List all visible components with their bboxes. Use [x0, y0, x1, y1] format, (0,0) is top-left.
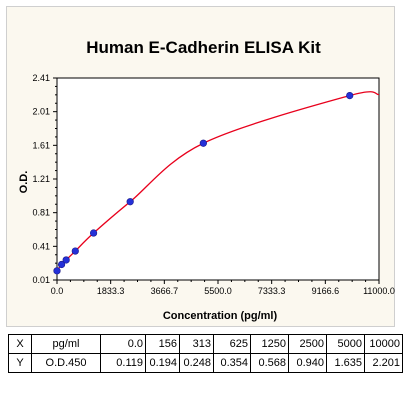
- value-cell: 5000: [326, 334, 365, 354]
- unit-cell: pg/ml: [31, 334, 101, 354]
- value-cell: 0.248: [179, 353, 214, 373]
- value-cell: 625: [213, 334, 251, 354]
- data-point: [71, 247, 79, 255]
- data-point: [53, 267, 61, 275]
- x-axis-label: Concentration (pg/ml): [162, 310, 278, 322]
- y-tick-label: 2.41: [32, 73, 50, 83]
- value-cell: 1.635: [326, 353, 365, 373]
- unit-cell: O.D.450: [31, 353, 101, 373]
- x-tick-label: 9166.6: [312, 286, 340, 296]
- y-tick-label: 2.01: [32, 107, 50, 117]
- x-tick-label: 5500.0: [204, 286, 232, 296]
- value-cell: 313: [179, 334, 214, 354]
- table-row: Y O.D.450 0.119 0.194 0.248 0.354 0.568 0.940 1.…: [8, 353, 403, 373]
- y-tick-label: 0.81: [32, 208, 50, 218]
- value-cell: 0.354: [213, 353, 251, 373]
- row-header-cell: X: [8, 334, 32, 354]
- y-tick-label: 1.21: [32, 174, 50, 184]
- value-cell: 0.940: [288, 353, 327, 373]
- x-tick-label: 3666.7: [151, 286, 179, 296]
- value-cell: 156: [145, 334, 180, 354]
- value-cell: 0.194: [145, 353, 180, 373]
- data-point: [89, 229, 98, 237]
- x-tick-label: 0.0: [51, 286, 64, 296]
- plot-area: [56, 77, 380, 281]
- data-point: [199, 139, 207, 147]
- y-tick-label: 1.61: [32, 140, 50, 150]
- x-tick-label: 11000.0: [363, 286, 395, 296]
- data-point: [126, 198, 134, 206]
- data-point: [57, 260, 66, 269]
- row-header-cell: Y: [8, 353, 32, 373]
- value-cell: 0.0: [100, 334, 146, 354]
- chart-plot: 0.01 0.41 0.81 1.21 1.61 2.01 2.41 0.0 1833.3 366…: [32, 73, 395, 296]
- value-cell: 2.201: [364, 353, 403, 373]
- y-tick-label: 0.41: [32, 241, 50, 251]
- x-tick-label: 7333.3: [258, 286, 286, 296]
- data-point: [346, 91, 354, 100]
- y-axis-label: O.D.: [18, 170, 30, 194]
- value-cell: 10000: [364, 334, 403, 354]
- data-point: [62, 256, 70, 264]
- value-cell: 0.568: [250, 353, 289, 373]
- x-tick-label: 1833.3: [97, 286, 125, 296]
- value-cell: 1250: [250, 334, 289, 354]
- value-cell: 0.119: [100, 353, 146, 373]
- y-tick-label: 0.01: [32, 275, 50, 285]
- chart-title: Human E-Cadherin ELISA Kit: [86, 38, 321, 57]
- value-cell: 2500: [288, 334, 327, 354]
